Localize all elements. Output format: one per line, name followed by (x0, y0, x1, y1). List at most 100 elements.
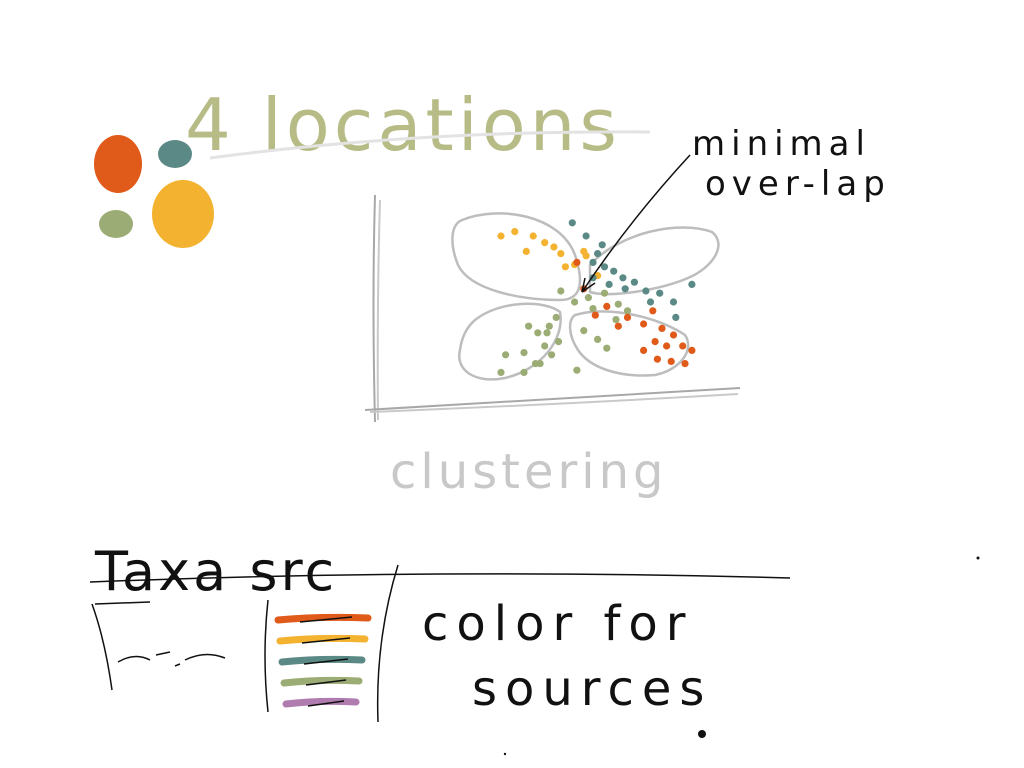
scatter-point (552, 313, 560, 321)
scatter-point (594, 250, 602, 258)
scatter-point (529, 232, 537, 240)
swatch-stroke (274, 613, 372, 624)
ink-dot (698, 730, 706, 738)
scatter-point (568, 219, 576, 227)
scatter-point (600, 263, 609, 271)
scatter-point (630, 278, 639, 286)
scatter-point (612, 316, 620, 324)
scatter-point (679, 342, 687, 350)
ink-dot-small (976, 556, 980, 560)
scatter-point (502, 351, 510, 359)
scatter-point (584, 294, 593, 302)
note-line-1: color for (422, 596, 693, 652)
scatter-point (688, 346, 696, 354)
scatter-point (541, 342, 549, 350)
scatter-point (651, 338, 659, 346)
taxa-src-heading: Taxa src (94, 540, 337, 603)
scatter-point (522, 247, 530, 255)
scatter-point (550, 243, 558, 251)
location-blob-yellow (152, 180, 214, 248)
scatter-point (605, 280, 613, 288)
scatter-point (623, 313, 632, 321)
scatter-point (653, 355, 662, 363)
annotation-arrow (581, 154, 691, 293)
swatch-ink-line (299, 616, 353, 623)
scatter-point (580, 327, 588, 335)
scatter-point (681, 360, 689, 368)
scatter-point (614, 300, 622, 308)
scatter-point (688, 280, 696, 288)
scatter-point (541, 239, 549, 247)
scatter-point (543, 329, 551, 337)
swatch-ink-line (303, 658, 349, 665)
scatter-point (548, 351, 556, 359)
cluster-outlines (451, 212, 720, 381)
swatch-stroke (276, 634, 369, 645)
scatter-point (545, 322, 553, 330)
heading-underline (89, 573, 791, 583)
scatter-point (600, 289, 609, 297)
x-axis-label: clustering (390, 444, 667, 500)
location-blob-teal (158, 140, 192, 168)
scatter-points (497, 219, 696, 376)
swatch-ink-line (307, 700, 345, 707)
title-underline (209, 130, 651, 160)
source-swatches (274, 613, 372, 708)
taxa-squiggle (117, 651, 226, 667)
scatter-point (582, 232, 590, 240)
scatter-point (603, 302, 611, 310)
location-blob-orange (94, 135, 142, 193)
scatter-point (589, 258, 597, 266)
scatter-point (582, 252, 590, 260)
scatter-point (520, 368, 528, 376)
location-blob-green (99, 210, 133, 238)
scatter-point (534, 329, 542, 337)
scatter-point (663, 342, 671, 350)
swatch-stroke (280, 676, 363, 687)
arrow-head (581, 277, 596, 293)
scatter-point (561, 263, 570, 271)
swatch-ink-line (301, 637, 351, 644)
taxa-box-left (91, 603, 113, 691)
scatter-point (557, 287, 565, 295)
scatter-point (646, 298, 655, 306)
scatter-point (669, 331, 678, 339)
scatter-point (571, 298, 579, 306)
scatter-point (642, 287, 650, 295)
scatter-point (557, 250, 565, 258)
scatter-point (603, 344, 611, 352)
scatter-point (573, 258, 581, 266)
scatter-point (610, 267, 618, 275)
scatter-point (672, 313, 680, 321)
scatter-point (594, 335, 602, 343)
scatter-point (649, 307, 657, 315)
scatter-point (640, 346, 648, 354)
location-blobs (94, 135, 214, 248)
scatter-point (640, 320, 648, 328)
scatter-point (536, 360, 544, 368)
swatch-stroke (278, 655, 366, 666)
scatter-point (667, 357, 675, 365)
scatter-point (525, 322, 533, 330)
chart-axes (364, 194, 741, 423)
scatter-point (621, 285, 629, 293)
scatter-point (573, 366, 581, 374)
scatter-point (623, 307, 632, 315)
scatter-point (497, 368, 505, 376)
scatter-point (497, 232, 505, 240)
scatter-point (614, 322, 622, 330)
swatch-ink-line (305, 679, 347, 686)
scatter-point (619, 274, 627, 282)
note-line-2: sources (472, 661, 712, 717)
taxa-box-top (94, 601, 151, 605)
src-box-right (376, 564, 399, 723)
scatter-point (554, 338, 563, 346)
scatter-point (656, 289, 664, 297)
annotation-line-2: over-lap (705, 164, 891, 204)
scatter-point (598, 241, 606, 249)
scatter-point (658, 324, 666, 332)
ink-dot-tiny (503, 752, 507, 756)
scatter-point (511, 228, 519, 236)
scatter-point (669, 298, 678, 306)
